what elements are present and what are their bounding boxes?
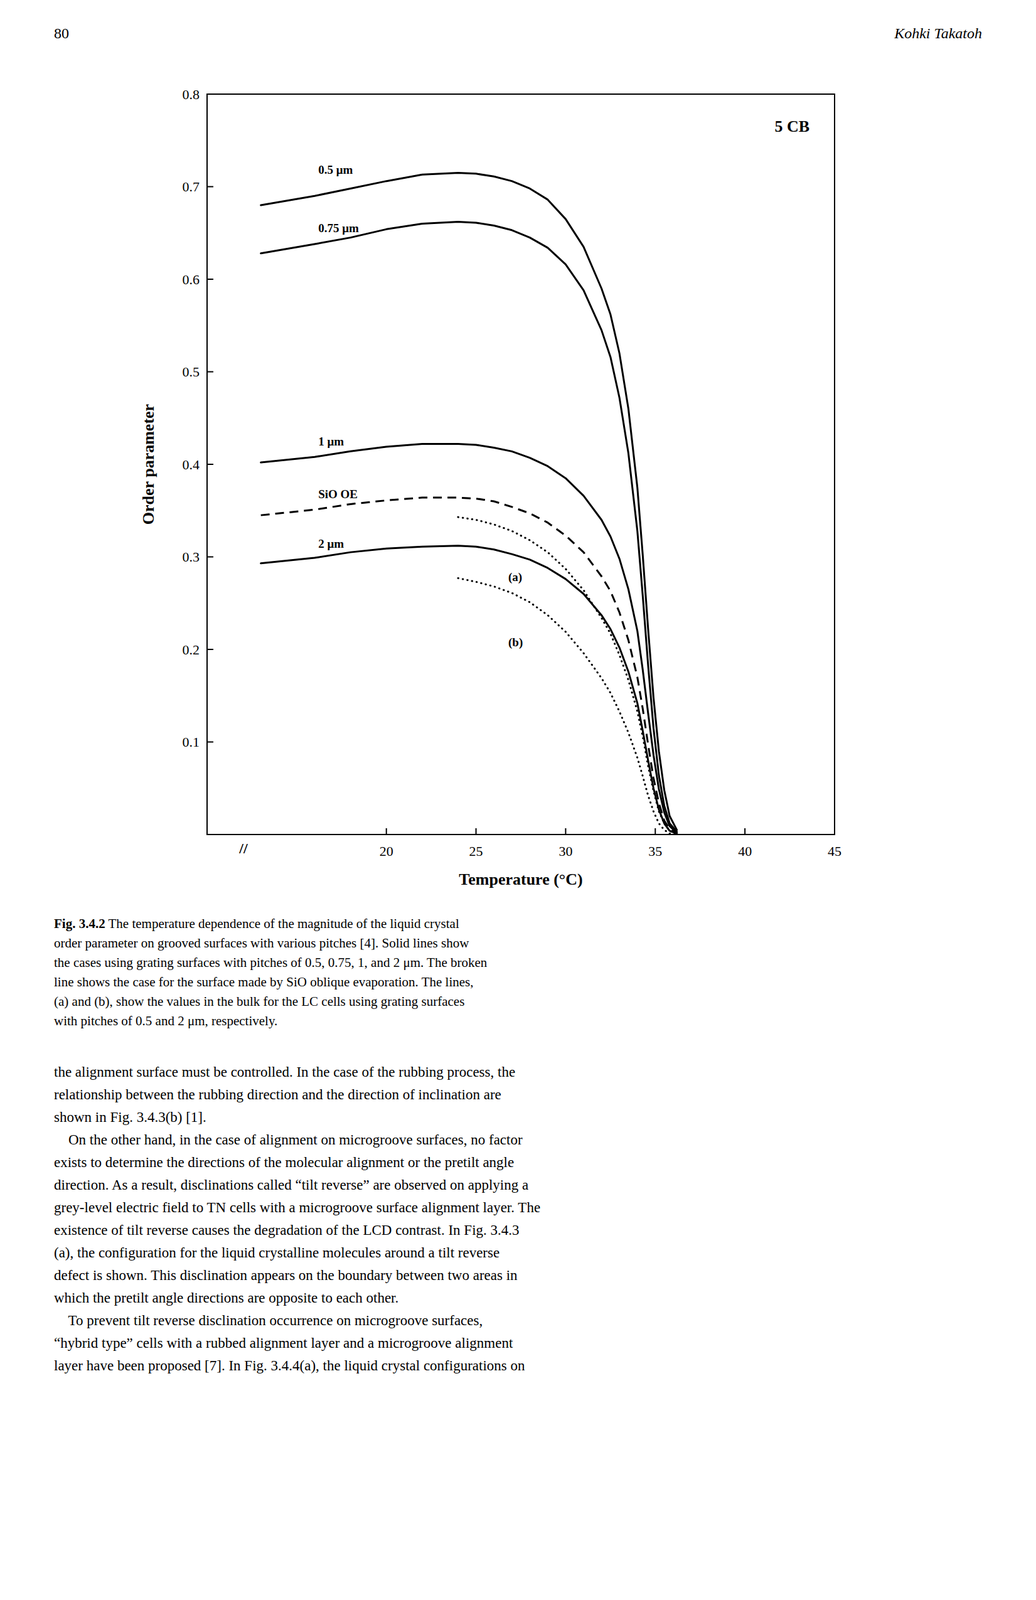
body-line: defect is shown. This disclination appea… [53, 1267, 518, 1284]
body-line: grey-level electric field to TN cells wi… [53, 1199, 541, 1217]
y-tick-label: 0.7 [182, 178, 201, 195]
body-line: existence of tilt reverse causes the deg… [53, 1222, 520, 1239]
annotation: SiO OE [318, 487, 358, 501]
chart-title: 5 CB [774, 117, 810, 136]
series-line [261, 545, 678, 834]
annotation: 0.75 μm [318, 221, 359, 235]
body-line: exists to determine the directions of th… [53, 1154, 514, 1171]
series-line [458, 577, 678, 835]
y-tick-label: 0.2 [182, 641, 201, 658]
y-tick-label: 0.5 [182, 363, 201, 380]
caption-line: (a) and (b), show the values in the bulk… [53, 993, 465, 1010]
x-tick [564, 828, 567, 835]
x-tick-label: 35 [648, 843, 663, 860]
y-tick [207, 371, 214, 373]
y-tick [207, 648, 214, 651]
y-tick [207, 93, 214, 95]
body-line: relationship between the rubbing directi… [53, 1086, 502, 1104]
x-tick [475, 828, 477, 835]
plot-frame [207, 94, 835, 835]
series-group [261, 172, 678, 835]
body-line: layer have been proposed [7]. In Fig. 3.… [53, 1357, 526, 1375]
caption-text: order parameter on grooved surfaces with… [53, 935, 469, 951]
series-line [261, 172, 678, 830]
x-tick-label: 20 [379, 843, 394, 860]
annotation: (b) [508, 635, 523, 650]
body-line: (a), the configuration for the liquid cr… [53, 1244, 500, 1262]
caption-text: line shows the case for the surface made… [53, 974, 474, 990]
y-tick [207, 556, 214, 558]
x-tick-label: 45 [827, 843, 842, 860]
x-tick-label: 30 [558, 843, 573, 860]
caption-text: the cases using grating surfaces with pi… [53, 955, 487, 971]
caption-text: with pitches of 0.5 and 2 μm, respective… [53, 1013, 278, 1029]
y-tick-label: 0.6 [182, 271, 201, 288]
body-line: which the pretilt angle directions are o… [53, 1290, 399, 1307]
x-tick [744, 828, 746, 835]
annotation: 2 μm [318, 537, 344, 551]
y-tick [207, 278, 214, 280]
caption-text: (a) and (b), show the values in the bulk… [53, 993, 465, 1010]
x-tick [385, 828, 388, 835]
x-axis-label: Temperature (°C) [458, 870, 583, 889]
caption-line: order parameter on grooved surfaces with… [53, 935, 469, 952]
caption-line: Fig. 3.4.2 The temperature dependence of… [53, 916, 460, 932]
caption-line: with pitches of 0.5 and 2 μm, respective… [53, 1013, 278, 1030]
y-tick-label: 0.8 [182, 86, 201, 103]
chart: 20 25 30 35 40 45 0.1 0.2 0.3 0.4 0.5 0.6 0.7 0.8 // Te… [0, 56, 1036, 898]
y-tick [207, 741, 214, 743]
series-line [458, 517, 678, 834]
axis-break: // [238, 840, 248, 857]
body-line: On the other hand, in the case of alignm… [53, 1132, 523, 1149]
figure-label: Fig. 3.4.2 [53, 916, 106, 932]
y-tick-label: 0.4 [182, 456, 201, 473]
x-tick [654, 828, 656, 835]
body-line: shown in Fig. 3.4.3(b) [1]. [53, 1109, 207, 1126]
caption-line: the cases using grating surfaces with pi… [53, 955, 487, 971]
series-line [261, 497, 678, 834]
x-tick-label: 25 [469, 843, 484, 860]
annotation: 1 μm [318, 434, 344, 449]
body-line: “hybrid type” cells with a rubbed alignm… [53, 1335, 513, 1352]
y-tick [207, 463, 214, 465]
x-tick-label: 40 [737, 843, 752, 860]
body-line: the alignment surface must be controlled… [53, 1064, 516, 1081]
y-tick [207, 186, 214, 188]
y-tick-label: 0.1 [182, 734, 201, 750]
page-number: 80 [53, 25, 70, 43]
body-line: direction. As a result, disclinations ca… [53, 1177, 529, 1194]
y-tick-label: 0.3 [182, 549, 201, 565]
caption-text: The temperature dependence of the magnit… [105, 916, 460, 932]
series-line [261, 222, 678, 833]
body-line: To prevent tilt reverse disclination occ… [53, 1312, 483, 1330]
y-axis-label: Order parameter [139, 404, 158, 525]
annotation: 0.5 μm [318, 163, 353, 177]
annotation: (a) [508, 570, 523, 585]
caption-line: line shows the case for the surface made… [53, 974, 474, 991]
x-tick [833, 828, 836, 835]
page-header: Kohki Takatoh [894, 25, 983, 43]
